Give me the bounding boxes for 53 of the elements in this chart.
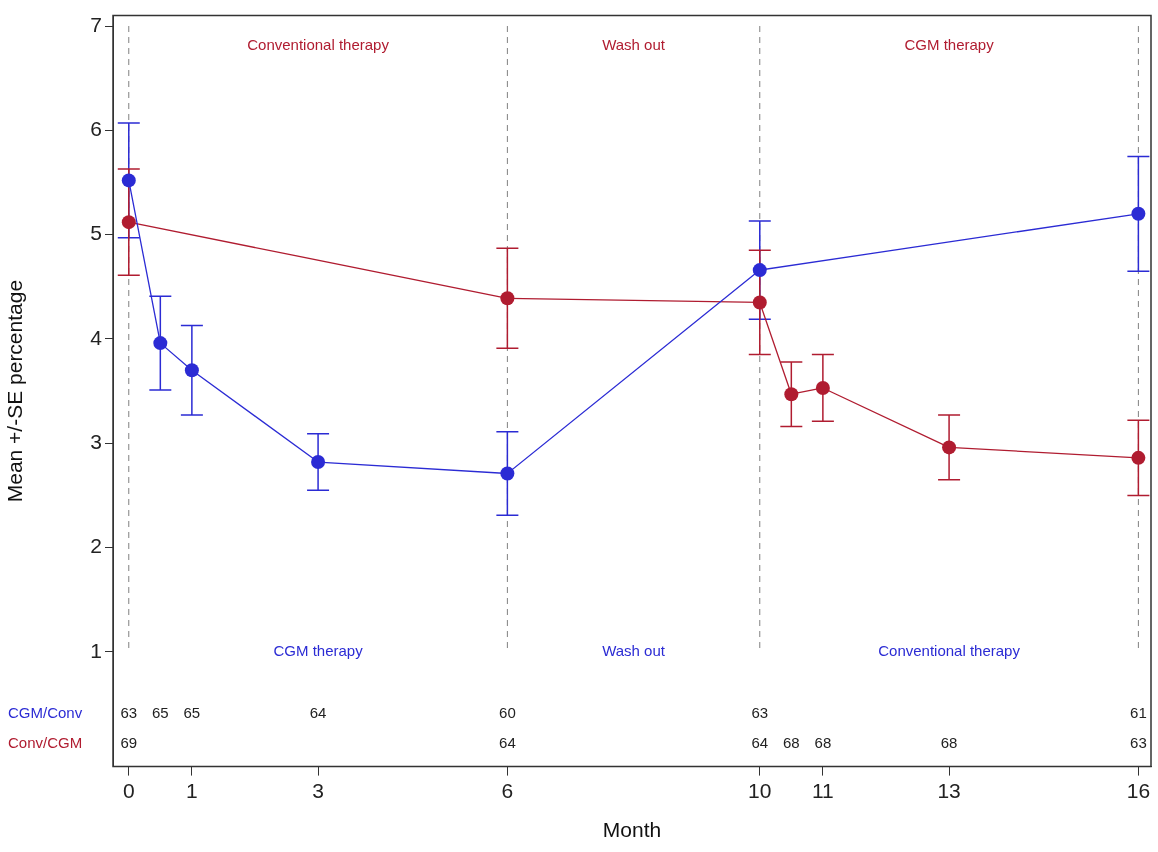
point (121, 215, 136, 230)
annotation: 68 (814, 734, 832, 751)
y-tick-label: 5 (90, 221, 102, 245)
point (153, 336, 168, 351)
point (752, 295, 767, 310)
x-tick-label: 16 (1126, 779, 1151, 802)
y-tick-label: 1 (90, 638, 102, 662)
annotation: 64 (499, 734, 516, 751)
annotation: 63 (120, 704, 138, 721)
point (311, 455, 326, 470)
x-axis-title: Month (602, 818, 662, 842)
annotation: Wash out (602, 642, 666, 659)
annotation: 63 (751, 704, 769, 721)
text: Conv/CGM (8, 734, 83, 751)
annotation: 60 (499, 704, 516, 721)
x-tick-label: 10 (748, 779, 772, 802)
point (784, 387, 799, 402)
y-tick-label: 7 (90, 12, 102, 36)
x-tick-label: 13 (937, 779, 961, 802)
point (184, 363, 199, 378)
point (500, 291, 515, 306)
annotation: 64 (309, 704, 327, 721)
point (1131, 206, 1146, 221)
x-tick-label: 1 (186, 779, 198, 802)
y-axis-title: Mean +/-SE percentage (3, 279, 27, 503)
x-tick-label: 11 (811, 779, 834, 802)
y-tick-label: 3 (90, 430, 102, 454)
annotation: Wash out (602, 36, 666, 54)
annotation: 68 (940, 734, 958, 751)
point (1131, 450, 1146, 465)
annotation: Conventional therapy (878, 642, 1021, 659)
annotation: 61 (1130, 704, 1147, 721)
annotation: 64 (751, 734, 769, 751)
y-tick-label: 2 (90, 534, 102, 558)
annotation: CGM therapy (273, 642, 364, 659)
annotation: 68 (782, 734, 800, 751)
text: CGM/Conv (8, 704, 83, 721)
annotation: Conventional therapy (247, 36, 390, 54)
y-tick-label: 6 (90, 117, 102, 141)
annotation: CGM therapy (904, 36, 995, 54)
point (942, 440, 957, 455)
point (752, 263, 767, 278)
annotation: 63 (1130, 734, 1147, 751)
annotation: 69 (120, 734, 138, 751)
annotation: 65 (151, 704, 169, 721)
point (815, 380, 830, 395)
annotation: 65 (183, 704, 201, 721)
x-tick-label: 6 (501, 779, 514, 802)
point (121, 173, 136, 188)
point (500, 466, 515, 481)
x-tick-label: 3 (312, 779, 324, 802)
x-tick-label: 0 (122, 779, 135, 802)
y-tick-label: 4 (90, 325, 103, 349)
